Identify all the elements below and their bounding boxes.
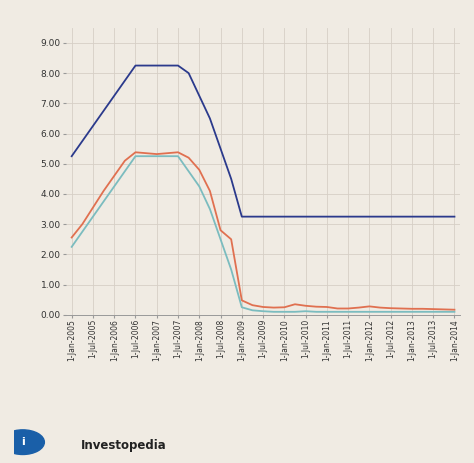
Text: i: i	[21, 437, 25, 447]
Text: Investopedia: Investopedia	[81, 439, 166, 452]
Circle shape	[1, 430, 45, 455]
